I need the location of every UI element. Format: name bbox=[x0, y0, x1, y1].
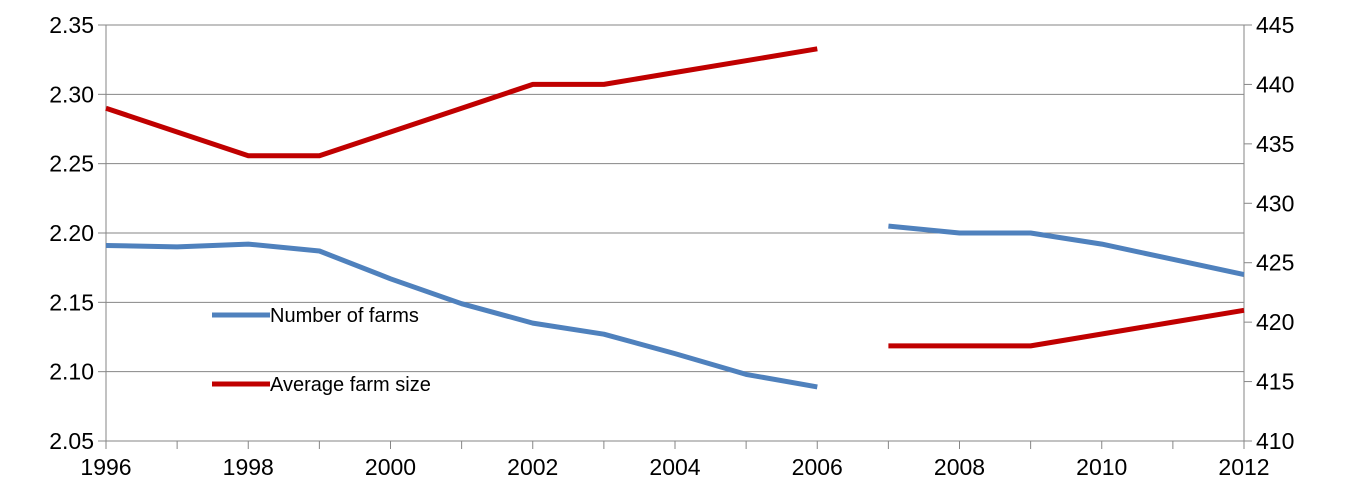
x-axis-tick-label: 2010 bbox=[1076, 454, 1127, 480]
left-axis-tick-label: 2.20 bbox=[49, 220, 94, 246]
right-axis-tick-label: 430 bbox=[1256, 190, 1294, 216]
gridlines bbox=[106, 24, 1244, 373]
axes bbox=[98, 24, 1252, 449]
legend: Number of farms Average farm size bbox=[212, 305, 431, 396]
series bbox=[105, 46, 1245, 390]
x-axis-tick-label: 1998 bbox=[223, 454, 274, 480]
right-axis-tick-label: 425 bbox=[1256, 250, 1294, 276]
series-line-number-of-farms bbox=[105, 241, 818, 390]
right-axis-tick-label: 445 bbox=[1256, 12, 1294, 38]
left-axis-tick-label: 2.05 bbox=[49, 428, 94, 454]
legend-label-average-farm-size: Average farm size bbox=[270, 374, 431, 396]
x-axis-tick-label: 2008 bbox=[934, 454, 985, 480]
x-axis-tick-label: 2002 bbox=[507, 454, 558, 480]
legend-label-number-of-farms: Number of farms bbox=[270, 305, 419, 327]
x-axis-tick-label: 2006 bbox=[792, 454, 843, 480]
left-axis-tick-label: 2.25 bbox=[49, 151, 94, 177]
x-axis-tick-label: 1996 bbox=[80, 454, 131, 480]
right-axis-tick-label: 440 bbox=[1256, 71, 1294, 97]
left-axis-tick-label: 2.15 bbox=[49, 289, 94, 315]
left-axis-tick-label: 2.10 bbox=[49, 359, 94, 385]
series-line-average-farm-size bbox=[105, 46, 818, 159]
left-axis-tick-label: 2.35 bbox=[49, 12, 94, 38]
left-axis-tick-label: 2.30 bbox=[49, 81, 94, 107]
series-line-average-farm-size bbox=[888, 307, 1245, 349]
x-axis-tick-label: 2012 bbox=[1218, 454, 1269, 480]
right-axis-tick-label: 410 bbox=[1256, 428, 1294, 454]
right-axis-tick-label: 435 bbox=[1256, 131, 1294, 157]
tick-labels: 2.05 2.10 2.15 2.20 2.25 2.30 2.35 410 415 420 425… bbox=[49, 12, 1294, 480]
right-axis-tick-label: 415 bbox=[1256, 369, 1294, 395]
right-axis-tick-label: 420 bbox=[1256, 309, 1294, 335]
x-axis-tick-label: 2004 bbox=[649, 454, 700, 480]
x-axis-tick-label: 2000 bbox=[365, 454, 416, 480]
series-line-number-of-farms bbox=[888, 223, 1245, 278]
